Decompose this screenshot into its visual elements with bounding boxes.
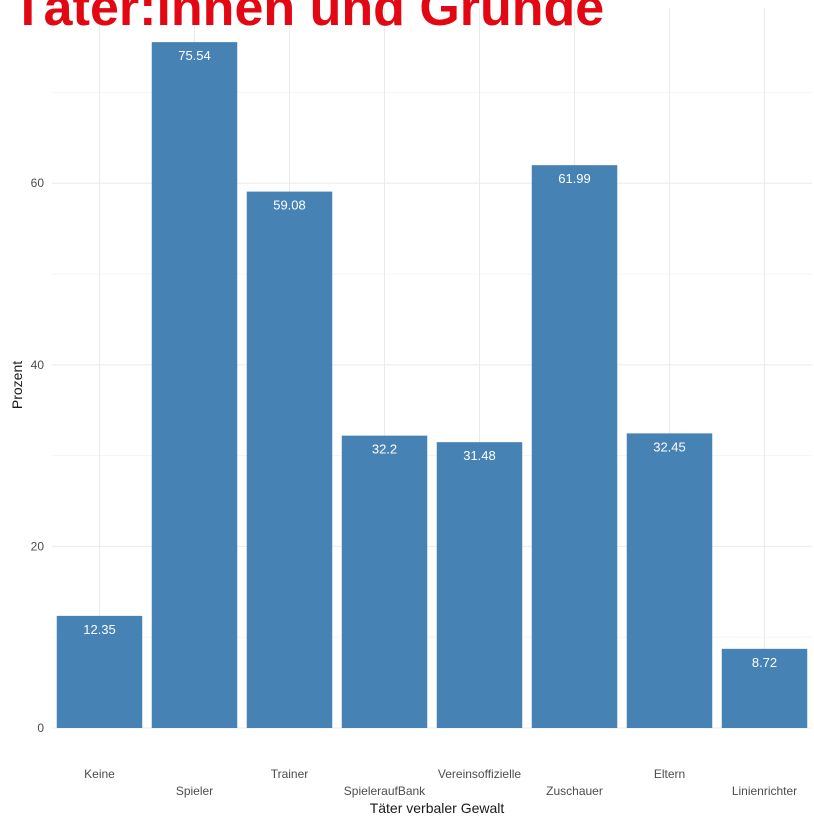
- y-tick-label: 20: [31, 539, 45, 553]
- x-axis-ticks: Keine Spieler Trainer SpieleraufBank Vereins…: [84, 767, 797, 798]
- bar-spieler: [151, 42, 238, 728]
- x-tick-label: Keine: [84, 767, 115, 781]
- y-axis-title: Prozent: [9, 361, 25, 409]
- y-tick-label: 0: [37, 721, 44, 735]
- y-tick-label: 40: [31, 358, 45, 372]
- bar-eltern: [626, 433, 713, 728]
- x-tick-label: Vereinsoffizielle: [438, 767, 521, 781]
- bar-value-label: 32.45: [653, 439, 686, 454]
- x-tick-label: Trainer: [271, 767, 309, 781]
- bar-value-label: 12.35: [83, 622, 116, 637]
- bar-value-label: 32.2: [372, 442, 397, 457]
- x-tick-label: Spieler: [176, 784, 213, 798]
- bar-value-label: 8.72: [752, 655, 777, 670]
- y-tick-label: 60: [31, 176, 45, 190]
- bar-spieleraufbank: [341, 435, 428, 728]
- bar-value-label: 61.99: [558, 171, 591, 186]
- bar-value-label: 75.54: [178, 48, 211, 63]
- x-tick-label: Linienrichter: [732, 784, 797, 798]
- bar-value-label: 31.48: [463, 448, 496, 463]
- bar-vereinsoffizielle: [436, 442, 523, 728]
- bar-zuschauer: [531, 165, 618, 729]
- x-tick-label: Zuschauer: [546, 784, 603, 798]
- slide-title: Täter:innen und Gründe: [12, 0, 605, 37]
- bars: [56, 42, 808, 729]
- x-tick-label: SpieleraufBank: [344, 784, 426, 798]
- bar-linienrichter: [721, 648, 808, 728]
- bar-keine: [56, 615, 143, 728]
- bar-value-label: 59.08: [273, 198, 306, 213]
- x-axis-title: Täter verbaler Gewalt: [370, 800, 505, 816]
- y-axis-ticks: 0 20 40 60: [31, 176, 45, 735]
- bar-trainer: [246, 191, 333, 729]
- x-tick-label: Eltern: [654, 767, 685, 781]
- bar-value-labels: 12.35 75.54 59.08 32.2 31.48 61.99 32.45 8.72: [83, 48, 777, 670]
